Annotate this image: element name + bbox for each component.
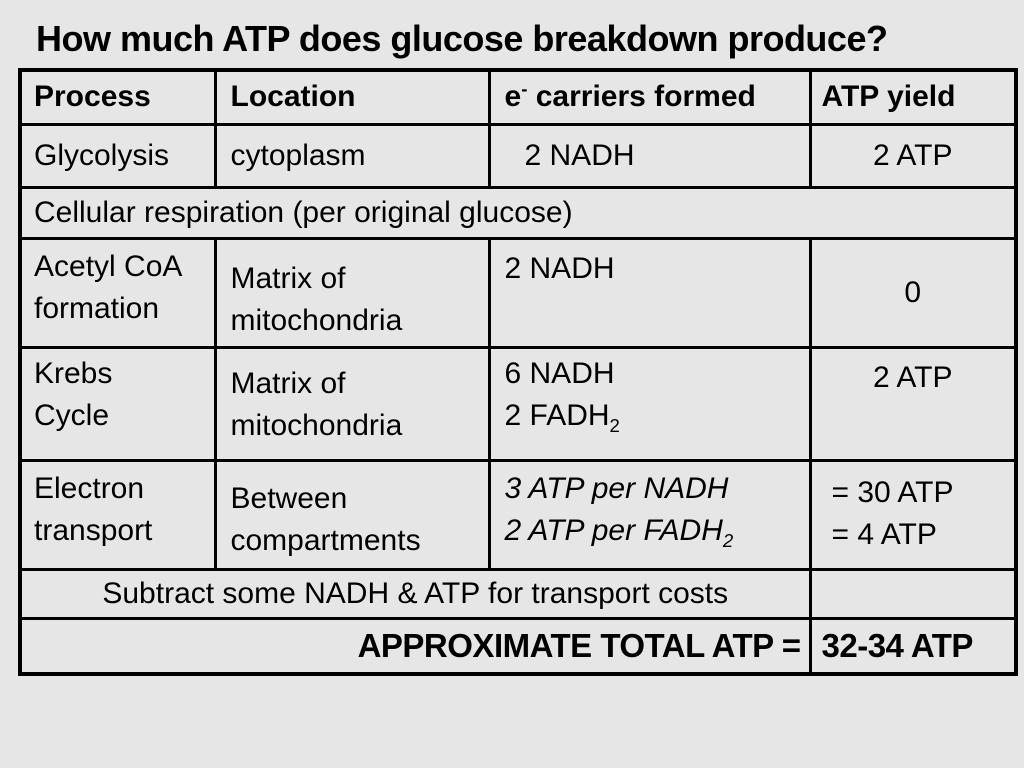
electron-carriers-cell: 3 ATP per NADH 2 ATP per FADH2	[487, 458, 812, 571]
subtract-atp-empty-cell	[808, 567, 1018, 620]
krebs-carriers-line2: 2 FADH2	[504, 395, 808, 437]
electron-carriers-line1: 3 ATP per NADH	[504, 471, 729, 505]
cellular-respiration-label: Cellular respiration (per original gluco…	[18, 185, 1018, 240]
glycolysis-location-cell: cytoplasm	[213, 122, 491, 189]
table-header-row: Process Location e- carriers formed ATP …	[18, 68, 1018, 126]
row-krebs-cycle: Krebs Cycle Matrix of mitochondria 6 NAD…	[18, 345, 1018, 462]
electron-atp-cell: = 30 ATP = 4 ATP	[808, 458, 1018, 571]
row-approximate-total: APPROXIMATE TOTAL ATP = 32-34 ATP	[18, 616, 1018, 676]
glycolysis-carriers-cell: 2 NADH	[487, 122, 812, 189]
krebs-process-cell: Krebs Cycle	[18, 345, 217, 462]
subtract-costs-label: Subtract some NADH & ATP for transport c…	[18, 567, 812, 620]
row-acetyl-coa-formation: Acetyl CoA formation Matrix of mitochond…	[18, 236, 1018, 349]
header-carriers-base: e	[504, 80, 522, 114]
atp-yield-table: Process Location e- carriers formed ATP …	[18, 68, 1018, 676]
acetyl-location-cell: Matrix of mitochondria	[213, 236, 491, 349]
krebs-carriers-cell: 6 NADH 2 FADH2	[487, 345, 812, 462]
header-location: Location	[213, 68, 491, 126]
acetyl-atp-cell: 0	[808, 236, 1018, 349]
krebs-fadh-subscript: 2	[609, 414, 620, 436]
krebs-fadh-base: 2 FADH	[504, 398, 610, 432]
krebs-location-cell: Matrix of mitochondria	[213, 345, 491, 462]
electron-fadh-base: 2 ATP per FADH	[504, 513, 723, 547]
header-atp-yield: ATP yield	[808, 68, 1018, 126]
total-value: 32-34 ATP	[808, 616, 1018, 676]
glycolysis-atp-cell: 2 ATP	[808, 122, 1018, 189]
acetyl-process-cell: Acetyl CoA formation	[18, 236, 217, 349]
header-process: Process	[18, 68, 217, 126]
row-electron-transport: Electron transport Between compartments …	[18, 458, 1018, 571]
electron-process-cell: Electron transport	[18, 458, 217, 571]
header-carriers-rest: carriers formed	[527, 80, 756, 114]
glycolysis-process-cell: Glycolysis	[18, 122, 217, 189]
electron-fadh-subscript: 2	[722, 529, 734, 551]
electron-location-cell: Between compartments	[213, 458, 491, 571]
total-label: APPROXIMATE TOTAL ATP =	[18, 616, 812, 676]
header-carriers-superscript: -	[521, 78, 528, 100]
krebs-atp-cell: 2 ATP	[808, 345, 1018, 462]
slide-title: How much ATP does glucose breakdown prod…	[36, 18, 888, 59]
row-cellular-respiration-section: Cellular respiration (per original gluco…	[18, 185, 1018, 240]
header-carriers: e- carriers formed	[487, 68, 812, 126]
acetyl-carriers-cell: 2 NADH	[487, 236, 812, 349]
row-subtract-costs: Subtract some NADH & ATP for transport c…	[18, 567, 1018, 620]
row-glycolysis: Glycolysis cytoplasm 2 NADH 2 ATP	[18, 122, 1018, 189]
electron-carriers-line2: 2 ATP per FADH2	[504, 510, 808, 552]
krebs-carriers-line1: 6 NADH	[504, 356, 615, 390]
